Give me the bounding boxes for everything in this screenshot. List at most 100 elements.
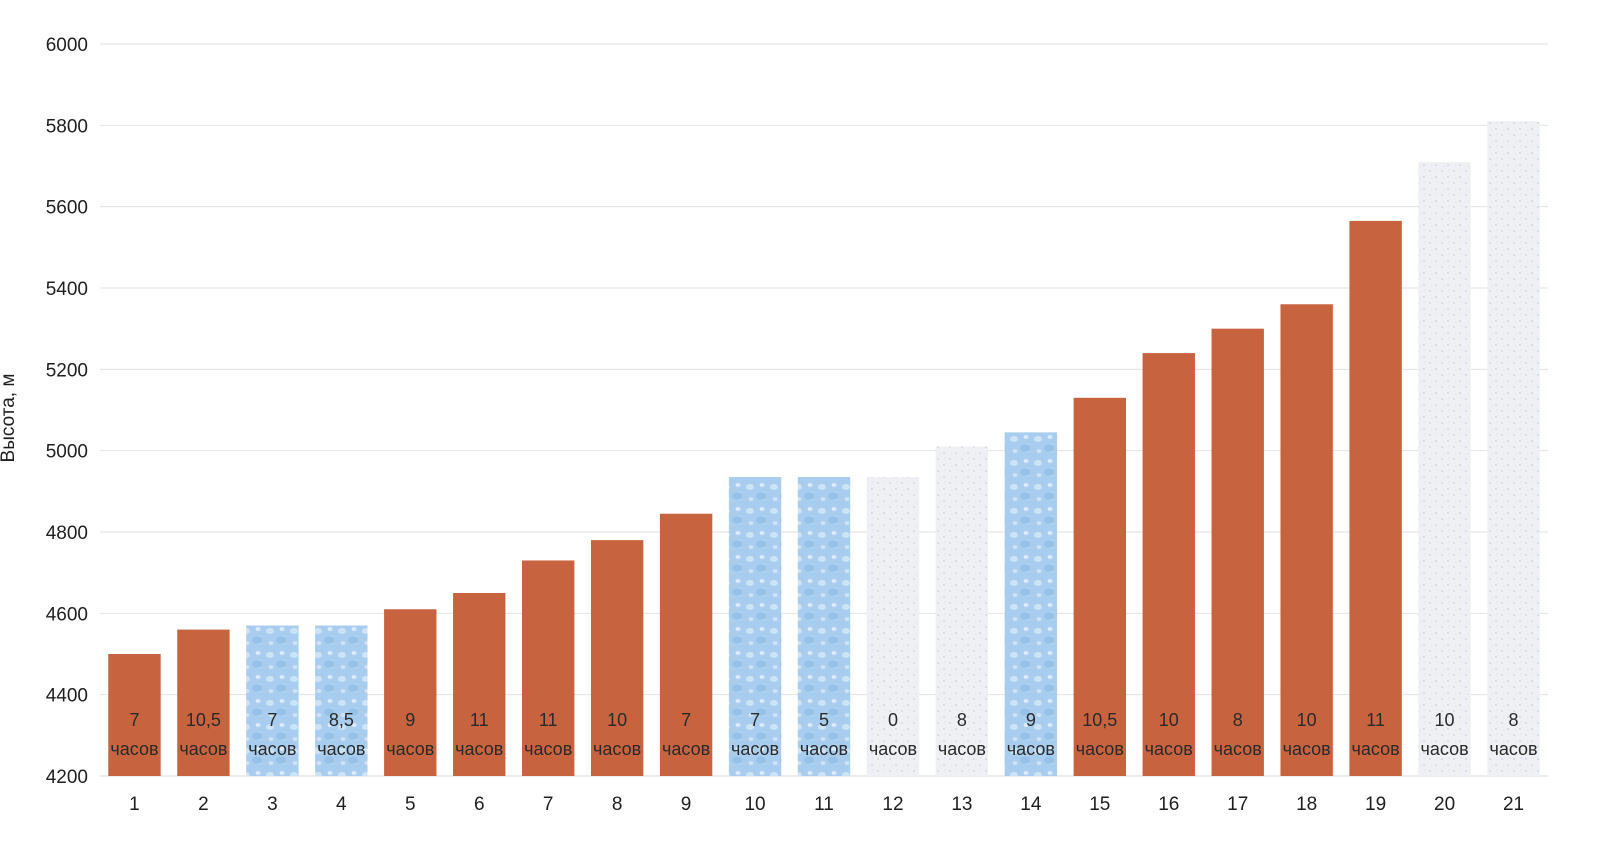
x-tick-label: 1 [129, 794, 140, 815]
bar [1073, 397, 1127, 776]
hours-value-label: 10 [607, 710, 627, 730]
hours-unit-label: часов [1145, 739, 1193, 759]
x-tick-label: 15 [1089, 794, 1110, 815]
hours-unit-label: часов [1214, 739, 1262, 759]
hours-unit-label: часов [938, 739, 986, 759]
bar [177, 629, 230, 776]
y-axis-ticks: 4200 4400 4600 4800 5000 5200 5400 5600 5800 6000 [46, 35, 88, 788]
hours-unit-label: часов [110, 739, 158, 759]
bar [1142, 353, 1195, 776]
bar [728, 477, 782, 776]
x-tick-label: 3 [267, 794, 278, 815]
hours-value-label: 10 [1159, 710, 1179, 730]
y-tick-label: 5000 [46, 442, 88, 463]
bar [1004, 432, 1058, 776]
hours-value-label: 10 [1297, 710, 1317, 730]
x-tick-label: 8 [612, 794, 623, 815]
bar [590, 540, 644, 776]
hours-unit-label: часов [800, 739, 848, 759]
hours-unit-label: часов [731, 739, 779, 759]
x-tick-label: 18 [1296, 794, 1317, 815]
x-tick-label: 11 [814, 794, 834, 815]
bar [1349, 220, 1402, 776]
hours-value-label: 8 [957, 710, 967, 730]
hours-value-label: 7 [129, 710, 139, 730]
hours-value-label: 7 [681, 710, 691, 730]
bar [246, 625, 299, 776]
hours-value-label: 0 [888, 710, 898, 730]
hours-unit-label: часов [869, 739, 917, 759]
x-tick-label: 16 [1158, 794, 1179, 815]
x-tick-label: 12 [882, 794, 903, 815]
x-tick-label: 6 [474, 794, 485, 815]
y-tick-label: 5600 [46, 198, 88, 219]
bar [659, 513, 713, 776]
bar [1211, 328, 1264, 776]
bar [1418, 161, 1471, 776]
hours-value-label: 11 [539, 710, 558, 730]
bar [521, 560, 575, 776]
hours-unit-label: часов [1076, 739, 1124, 759]
hours-unit-label: часов [1283, 739, 1331, 759]
x-tick-label: 10 [744, 794, 765, 815]
y-tick-label: 6000 [46, 35, 88, 56]
x-tick-label: 20 [1434, 794, 1455, 815]
y-tick-label: 5800 [46, 116, 88, 137]
y-tick-label: 4400 [46, 686, 88, 707]
bar [866, 477, 920, 776]
x-axis-ticks: 1 2 3 4 5 6 7 8 9 10 11 12 13 14 15 16 17 18 19 20 21 [129, 794, 1524, 815]
hours-unit-label: часов [1007, 739, 1055, 759]
x-tick-label: 5 [405, 794, 416, 815]
hours-value-label: 11 [1366, 710, 1385, 730]
hours-value-label: 8 [1509, 710, 1519, 730]
x-tick-label: 2 [198, 794, 209, 815]
x-tick-label: 9 [681, 794, 692, 815]
bar [797, 477, 851, 776]
hours-unit-label: часов [455, 739, 503, 759]
x-tick-label: 13 [951, 794, 972, 815]
hours-unit-label: часов [386, 739, 434, 759]
hours-unit-label: часов [1352, 739, 1400, 759]
x-tick-label: 21 [1503, 794, 1524, 815]
y-tick-label: 4600 [46, 604, 88, 625]
y-tick-label: 4800 [46, 523, 88, 544]
bar [453, 593, 506, 776]
hours-unit-label: часов [1420, 739, 1468, 759]
hours-unit-label: часов [662, 739, 710, 759]
hours-unit-label: часов [248, 739, 296, 759]
x-tick-label: 17 [1227, 794, 1248, 815]
hours-value-label: 7 [267, 710, 277, 730]
x-tick-label: 7 [543, 794, 554, 815]
y-tick-label: 5400 [46, 279, 88, 300]
x-tick-label: 19 [1365, 794, 1386, 815]
x-tick-label: 4 [336, 794, 347, 815]
bar [108, 654, 161, 776]
bar-labels: 7 часов 10,5 часов 7 часов 8,5 часов 9 часов 11 час… [110, 710, 1537, 759]
bars [108, 121, 1540, 777]
hours-unit-label: часов [593, 739, 641, 759]
hours-value-label: 11 [470, 710, 489, 730]
hours-value-label: 10,5 [1082, 710, 1117, 730]
hours-value-label: 8,5 [329, 710, 354, 730]
bar [315, 625, 368, 776]
hours-value-label: 8 [1233, 710, 1243, 730]
hours-value-label: 5 [819, 710, 829, 730]
hours-value-label: 10 [1435, 710, 1455, 730]
hours-value-label: 7 [750, 710, 760, 730]
y-tick-label: 4200 [46, 767, 88, 788]
hours-unit-label: часов [317, 739, 365, 759]
bar [935, 446, 989, 776]
hours-value-label: 9 [405, 710, 415, 730]
bar [1487, 121, 1540, 777]
bar [1280, 304, 1333, 776]
hours-unit-label: часов [179, 739, 227, 759]
y-tick-label: 5200 [46, 360, 88, 381]
hours-unit-label: часов [1489, 739, 1537, 759]
bar [384, 609, 437, 776]
hours-unit-label: часов [524, 739, 572, 759]
hours-value-label: 9 [1026, 710, 1036, 730]
y-axis-label: Высота, м [0, 374, 19, 463]
x-tick-label: 14 [1020, 794, 1042, 815]
hours-value-label: 10,5 [186, 710, 221, 730]
